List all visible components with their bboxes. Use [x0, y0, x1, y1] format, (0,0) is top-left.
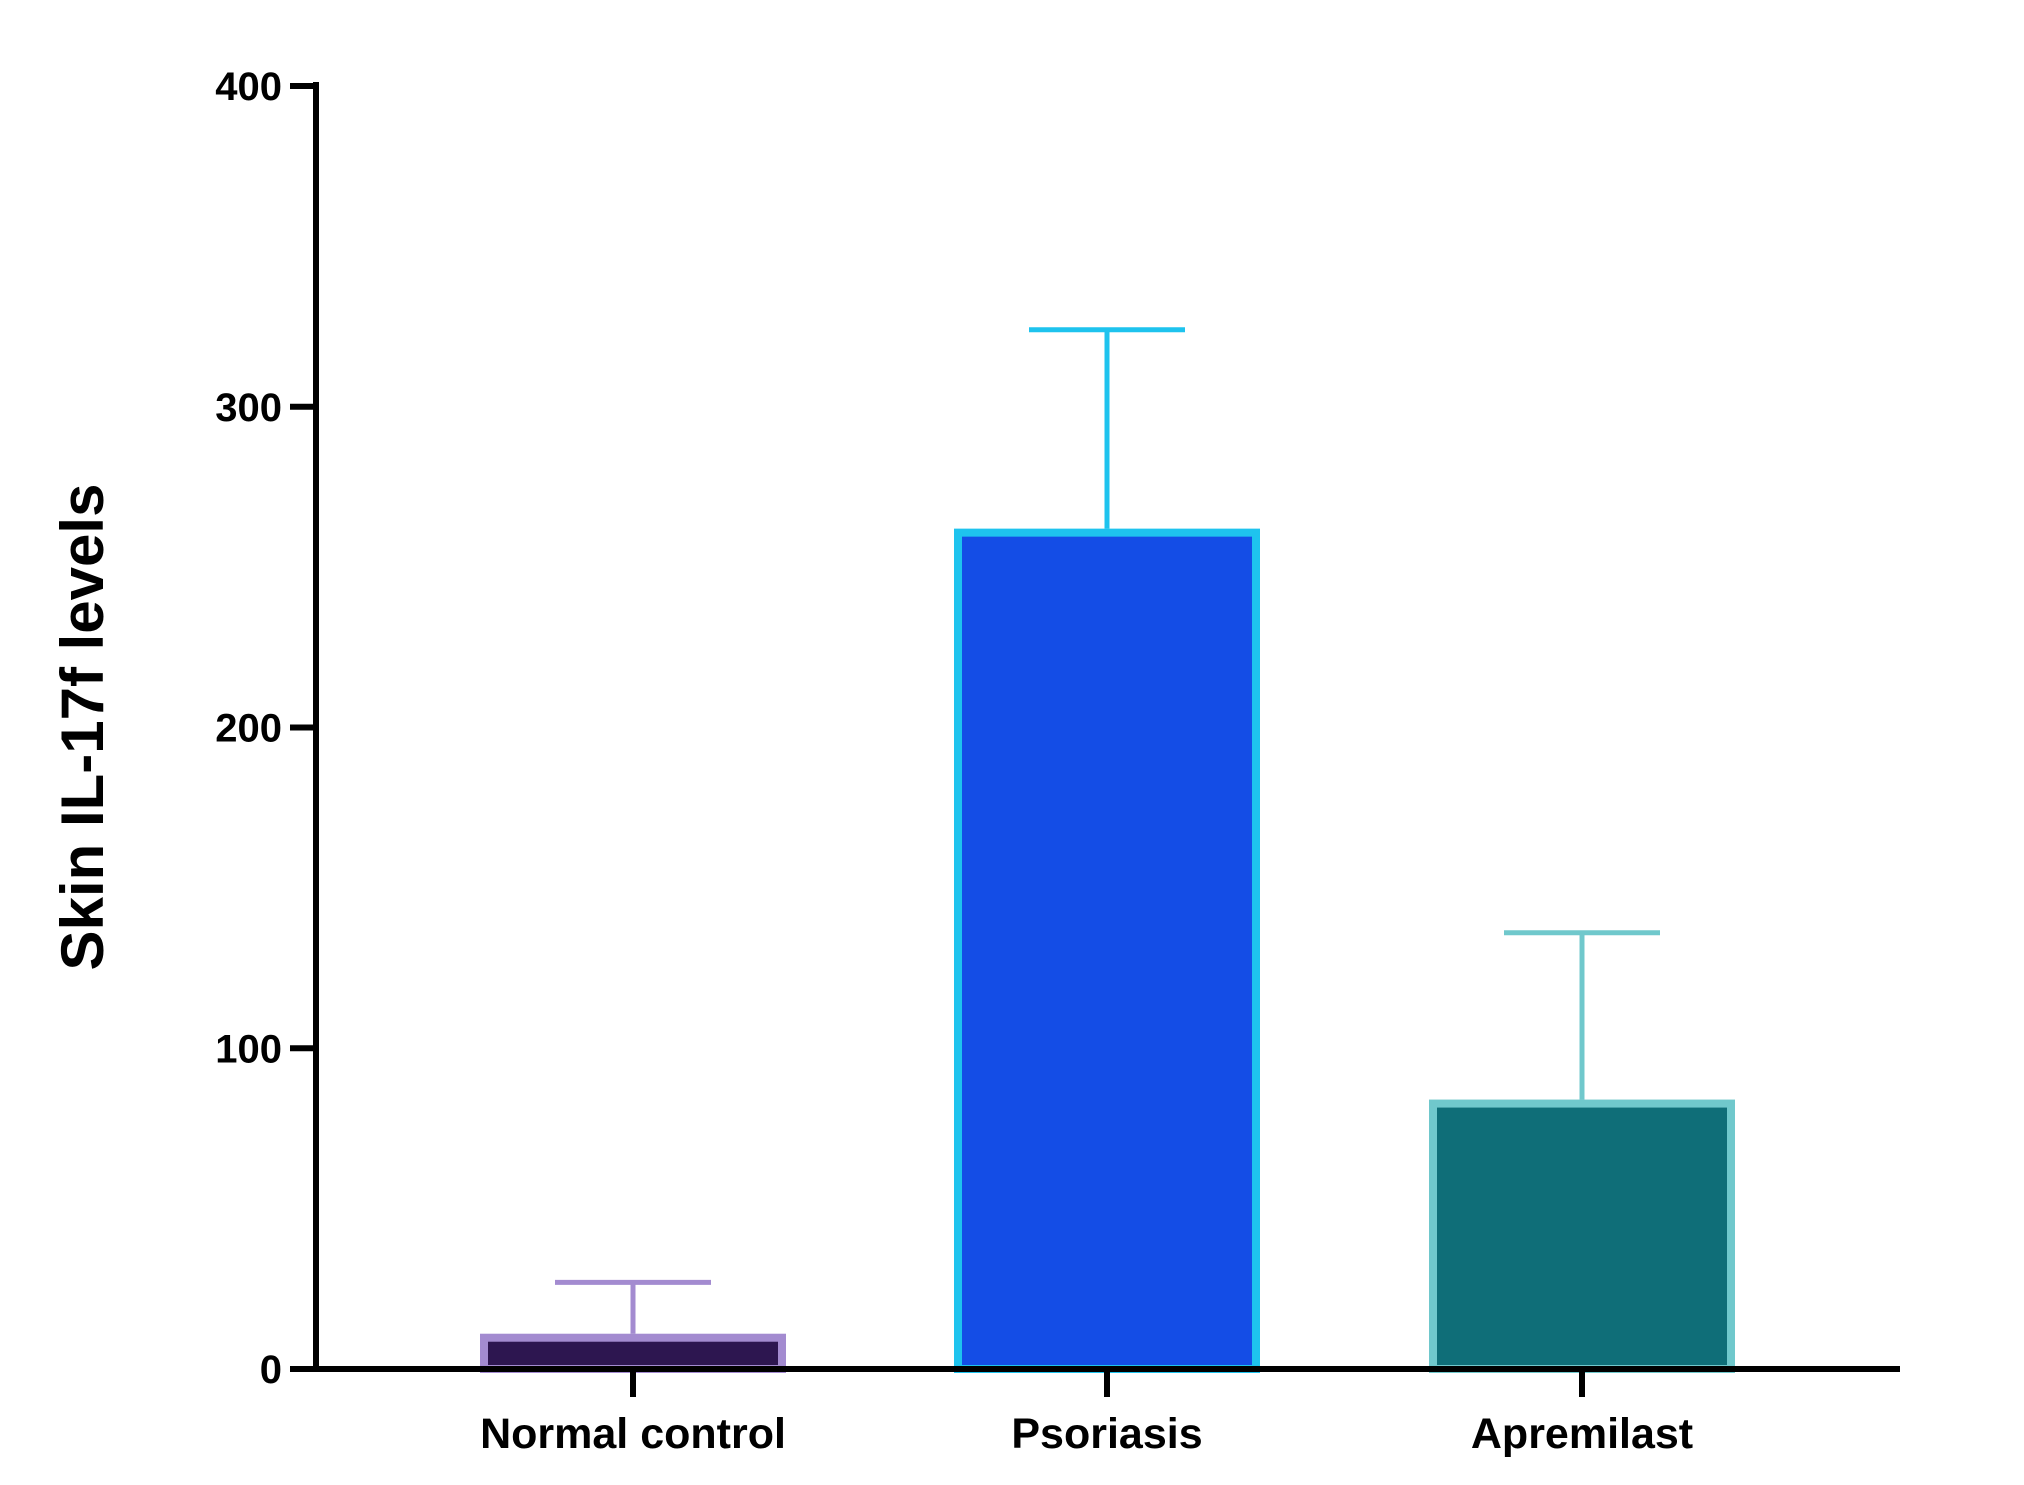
- bar: [1429, 1099, 1735, 1373]
- x-tick-label: Normal control: [480, 1410, 786, 1458]
- x-tick-label: Apremilast: [1471, 1410, 1693, 1458]
- y-axis-label: Skin IL-17f levels: [49, 484, 116, 971]
- ticks-layer: 0 100 200 300 400 Normal control Psoriasis Apre…: [215, 65, 1693, 1458]
- bar: [480, 1333, 786, 1374]
- x-tick-label: Psoriasis: [1011, 1410, 1202, 1458]
- y-tick-label: 200: [215, 707, 282, 751]
- y-tick-label: 0: [260, 1348, 282, 1392]
- bars-layer: [480, 327, 1735, 1374]
- y-tick-label: 300: [215, 386, 282, 430]
- y-tick-label: 100: [215, 1027, 282, 1071]
- y-tick-label: 400: [215, 65, 282, 109]
- bar: [954, 528, 1260, 1373]
